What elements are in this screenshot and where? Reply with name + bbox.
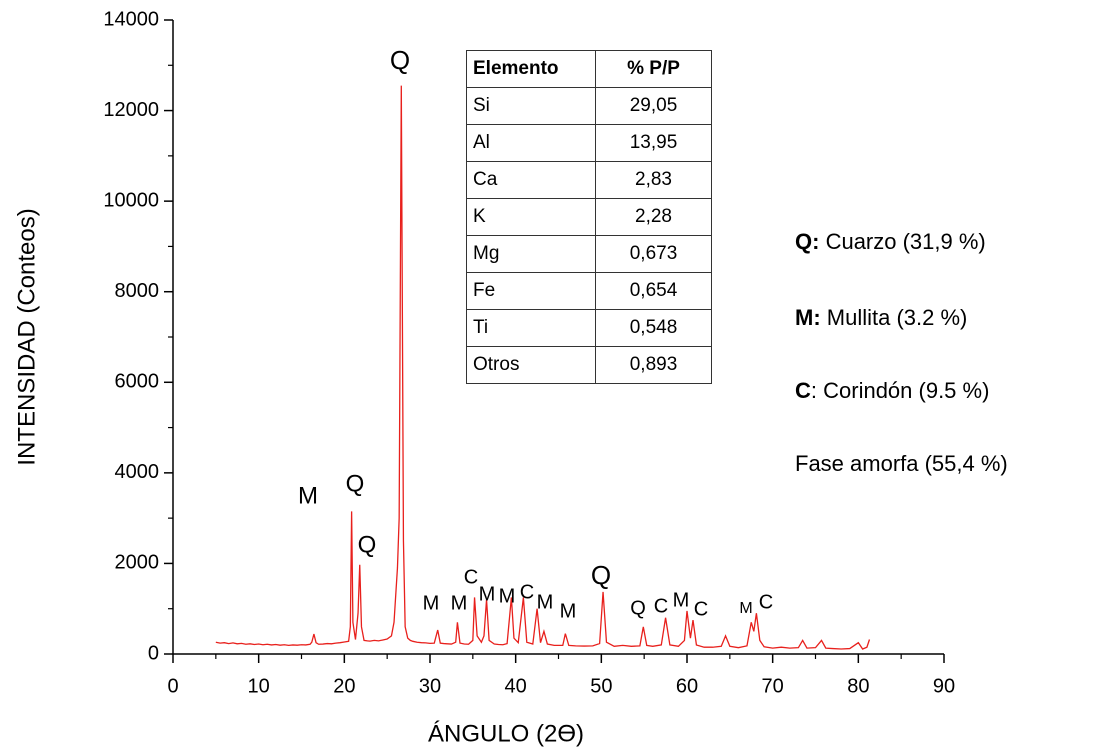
composition-table: Elemento% P/P Si 29,05 Al 13,95 Ca 2,83 K 2,28 Mg…	[466, 50, 712, 384]
peak-label: M	[673, 589, 690, 611]
phase-note: Q: Cuarzo (31,9 %)	[795, 229, 986, 254]
table-cell: Mg	[466, 235, 596, 273]
table-cell: 2,83	[595, 161, 712, 199]
phase-text: Mullita (3.2 %)	[821, 305, 968, 330]
x-tick-label: 70	[762, 675, 784, 697]
phase-key: Q:	[795, 229, 819, 254]
x-tick-label: 40	[505, 675, 527, 697]
peak-label: M	[560, 600, 577, 622]
y-tick-label: 6000	[115, 371, 160, 393]
table-cell: Si	[466, 87, 596, 125]
peak-label: Q	[358, 531, 377, 558]
phase-note: C: Corindón (9.5 %)	[795, 378, 989, 403]
peak-label: M	[423, 592, 440, 614]
table-row: Al 13,95	[466, 124, 712, 162]
phase-key: M:	[795, 305, 821, 330]
table-cell: Al	[466, 124, 596, 162]
table-row: Si 29,05	[466, 87, 712, 125]
phase-note: M: Mullita (3.2 %)	[795, 305, 967, 330]
phase-text: : Corindón (9.5 %)	[811, 378, 990, 403]
peak-label: Q	[591, 560, 611, 590]
y-tick-label: 2000	[115, 552, 160, 574]
table-cell: K	[466, 198, 596, 236]
x-tick-label: 10	[248, 675, 270, 697]
table-row: Ti 0,548	[466, 309, 712, 347]
peak-label: C	[759, 591, 773, 613]
x-tick-label: 20	[333, 675, 355, 697]
peak-label: M	[298, 482, 318, 509]
peak-label: Q	[390, 45, 410, 75]
table-row: Otros 0,893	[466, 346, 712, 384]
table-cell: Elemento	[466, 50, 596, 88]
table-row: Mg 0,673	[466, 235, 712, 273]
x-tick-label: 80	[847, 675, 869, 697]
peak-label: C	[520, 581, 534, 603]
table-cell: Ca	[466, 161, 596, 199]
phase-text: Cuarzo (31,9 %)	[819, 229, 985, 254]
peak-label: M	[739, 600, 752, 617]
table-row: Elemento% P/P	[466, 50, 712, 88]
peak-label: M	[537, 591, 554, 613]
y-tick-label: 4000	[115, 461, 160, 483]
y-tick-label: 0	[148, 642, 159, 664]
table-cell: 0,654	[595, 272, 712, 310]
phase-key: C	[795, 378, 811, 403]
y-tick-label: 12000	[103, 99, 159, 121]
x-tick-label: 50	[590, 675, 612, 697]
table-cell: 0,893	[595, 346, 712, 384]
table-cell: 29,05	[595, 87, 712, 125]
y-tick-label: 8000	[115, 280, 160, 302]
x-tick-label: 0	[167, 675, 178, 697]
table-cell: 0,548	[595, 309, 712, 347]
peak-label: Q	[630, 597, 646, 619]
table-row: Fe 0,654	[466, 272, 712, 310]
table-cell: 2,28	[595, 198, 712, 236]
phase-note: Fase amorfa (55,4 %)	[795, 451, 1008, 476]
peak-label: Q	[346, 470, 365, 497]
table-cell: 0,673	[595, 235, 712, 273]
peak-label: C	[694, 598, 708, 620]
x-tick-label: 30	[419, 675, 441, 697]
peak-label: M	[479, 583, 496, 605]
data-line	[215, 85, 871, 650]
table-cell: 13,95	[595, 124, 712, 162]
peak-label: M	[451, 592, 468, 614]
y-tick-label: 10000	[103, 189, 159, 211]
table-cell: Ti	[466, 309, 596, 347]
peak-label: C	[464, 566, 478, 588]
table-row: K 2,28	[466, 198, 712, 236]
x-tick-label: 60	[676, 675, 698, 697]
x-tick-label: 90	[933, 675, 955, 697]
table-cell: % P/P	[595, 50, 712, 88]
x-axis-label: ÁNGULO (2ϴ)	[428, 720, 584, 747]
y-tick-label: 14000	[103, 8, 159, 30]
y-axis-label: INTENSIDAD (Conteos)	[13, 208, 40, 465]
table-cell: Fe	[466, 272, 596, 310]
phase-text: Fase amorfa (55,4 %)	[795, 451, 1008, 476]
peak-label: C	[654, 595, 668, 617]
peak-label: M	[499, 585, 516, 607]
table-cell: Otros	[466, 346, 596, 384]
table-row: Ca 2,83	[466, 161, 712, 199]
